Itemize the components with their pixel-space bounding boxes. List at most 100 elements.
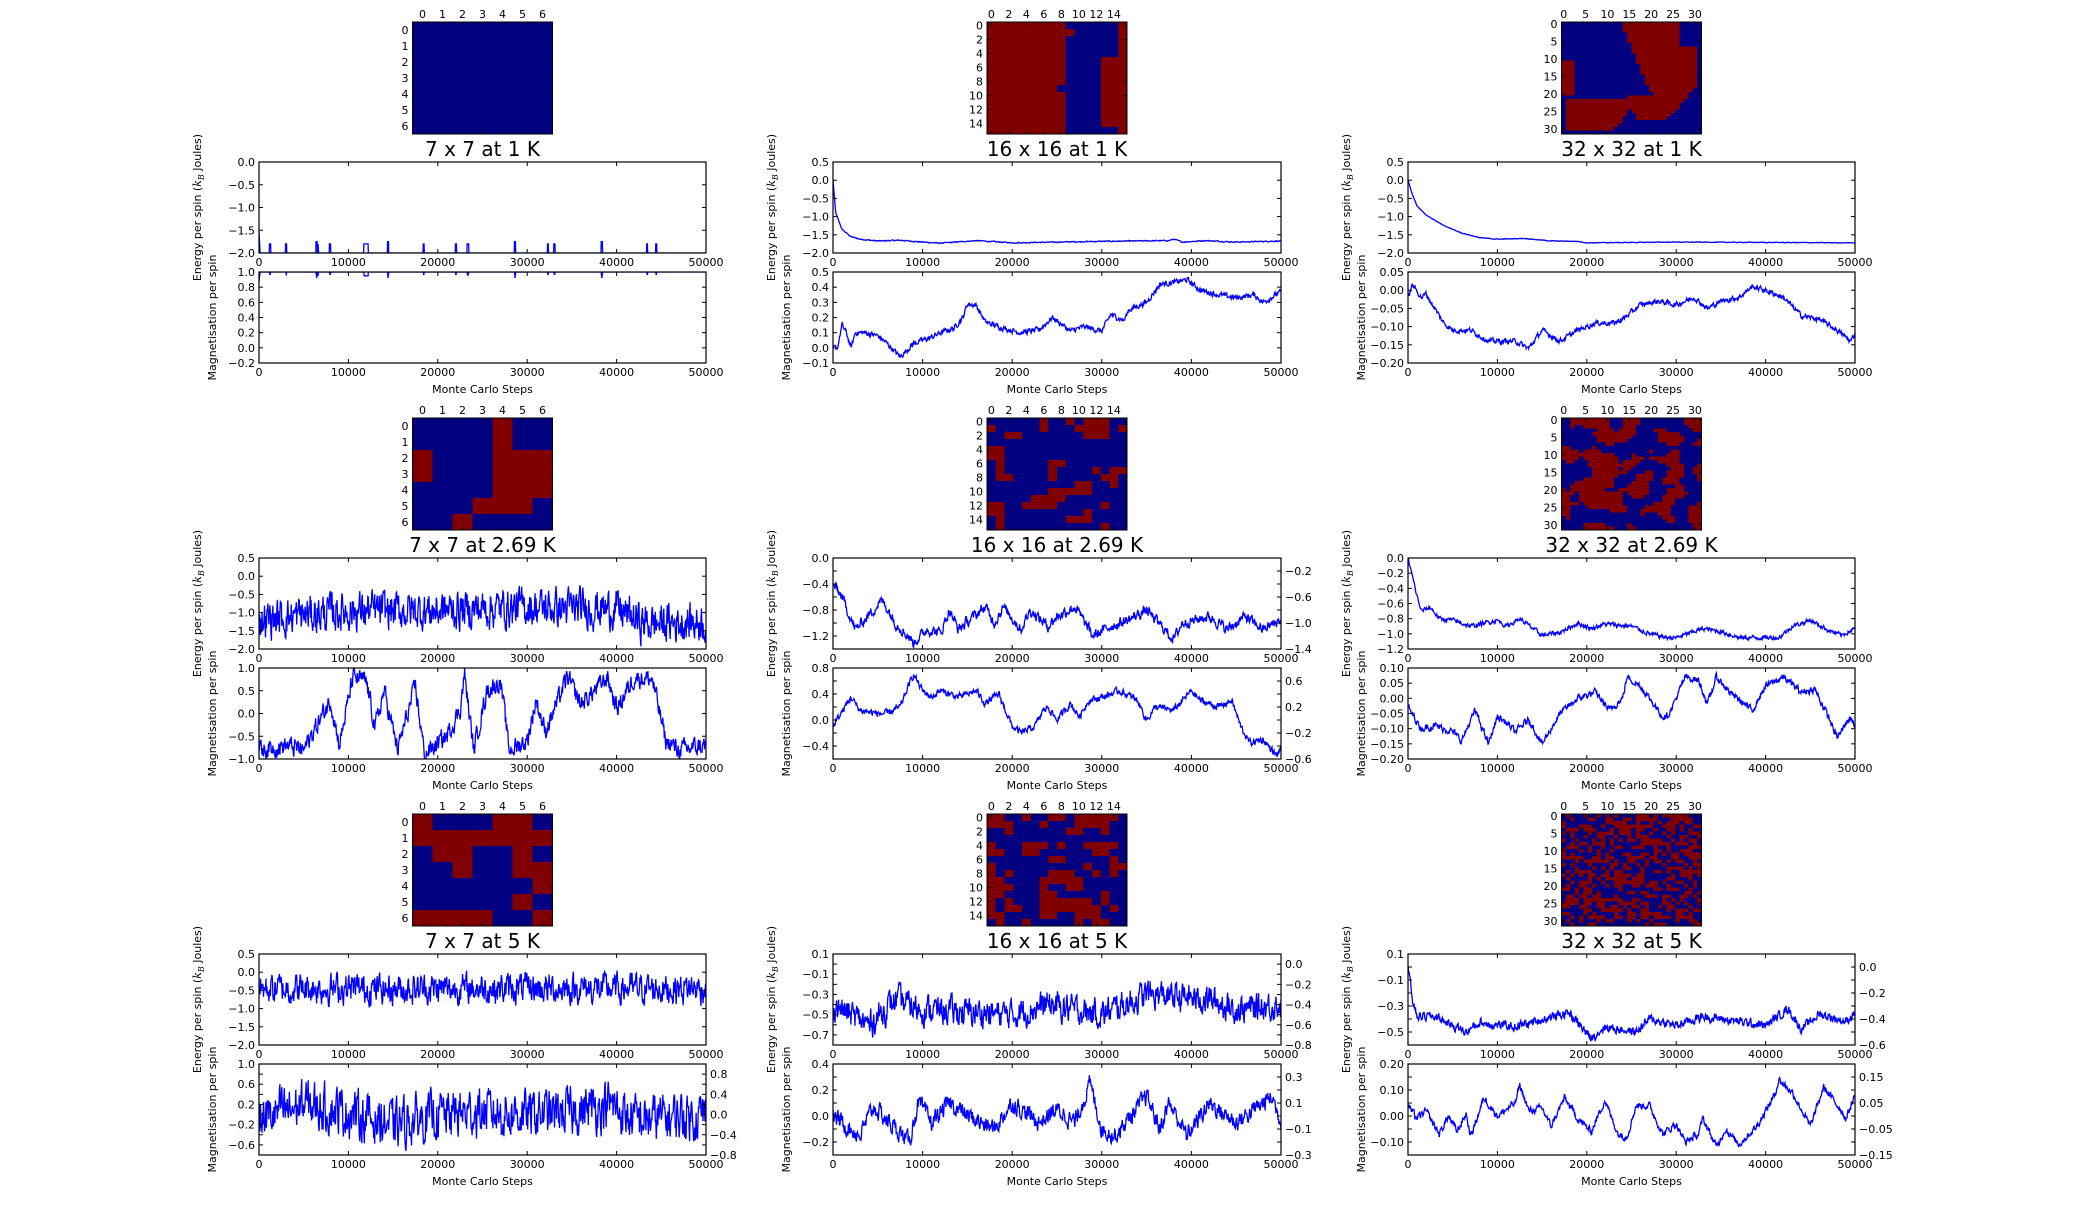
spin-down-cell bbox=[1118, 828, 1128, 836]
heatmap-x-tick-label: 4 bbox=[499, 800, 506, 813]
spin-up-cell bbox=[1688, 838, 1694, 843]
spin-up-cell bbox=[995, 71, 1005, 79]
spin-down-cell bbox=[1670, 901, 1676, 906]
spin-up-cell bbox=[1662, 428, 1667, 433]
spin-up-cell bbox=[1640, 113, 1646, 117]
spin-up-cell bbox=[1074, 821, 1084, 829]
spin-down-cell bbox=[1614, 418, 1619, 422]
spin-up-cell bbox=[1644, 894, 1650, 899]
spin-up-cell bbox=[1622, 821, 1628, 825]
spin-up-cell bbox=[1675, 25, 1681, 30]
spin-down-cell bbox=[1030, 835, 1040, 843]
spin-up-cell bbox=[1039, 120, 1049, 128]
y-tick-label: −0.5 bbox=[1377, 192, 1404, 205]
spin-down-cell bbox=[1574, 863, 1580, 867]
energy-label-k: k bbox=[1340, 180, 1353, 187]
spin-down-cell bbox=[1118, 856, 1128, 864]
spin-down-cell bbox=[1618, 474, 1624, 478]
heatmap-x-tick-label: 3 bbox=[479, 404, 486, 417]
spin-down-cell bbox=[1627, 505, 1632, 510]
spin-down-cell bbox=[1618, 130, 1624, 135]
spin-up-cell bbox=[1574, 859, 1580, 864]
spin-up-cell bbox=[1570, 109, 1576, 114]
spin-up-cell bbox=[1692, 856, 1698, 860]
spin-down-cell bbox=[1684, 488, 1689, 492]
spin-up-cell bbox=[1675, 46, 1681, 51]
spin-down-cell bbox=[1688, 102, 1694, 107]
spin-down-cell bbox=[1675, 898, 1681, 902]
spin-down-cell bbox=[1109, 460, 1119, 468]
spin-down-cell bbox=[1579, 526, 1584, 531]
magnetisation-y-axis-label: Magnetisation per spin bbox=[780, 255, 793, 381]
spin-up-cell bbox=[1596, 421, 1602, 426]
y-tick-label: −0.20 bbox=[1370, 753, 1404, 766]
spin-up-cell bbox=[1004, 36, 1014, 44]
spin-down-cell bbox=[1039, 453, 1049, 461]
spin-up-cell bbox=[1596, 491, 1602, 496]
spin-down-cell bbox=[1631, 123, 1637, 128]
spin-up-cell bbox=[1579, 870, 1584, 874]
spin-up-cell bbox=[1679, 814, 1685, 818]
spin-up-cell bbox=[1679, 88, 1685, 93]
heatmap-y-tick-label: 3 bbox=[402, 72, 409, 85]
spin-down-cell bbox=[1627, 60, 1632, 65]
spin-down-cell bbox=[1635, 81, 1641, 86]
spin-down-cell bbox=[1083, 50, 1093, 58]
spin-down-cell bbox=[1631, 863, 1637, 867]
spin-down-cell bbox=[1697, 877, 1702, 881]
spin-down-cell bbox=[1631, 57, 1637, 61]
spin-down-cell bbox=[1614, 488, 1619, 492]
panel-title: 16 x 16 at 5 K bbox=[987, 929, 1128, 953]
spin-down-cell bbox=[1644, 519, 1650, 524]
spin-up-cell bbox=[1592, 477, 1597, 482]
spin-down-cell bbox=[1688, 495, 1694, 499]
spin-up-cell bbox=[1640, 509, 1646, 513]
spin-down-cell bbox=[1109, 432, 1119, 440]
spin-up-cell bbox=[1666, 828, 1672, 832]
spin-up-cell bbox=[1609, 127, 1615, 131]
spin-up-cell bbox=[1074, 919, 1084, 927]
spin-down-cell bbox=[1614, 453, 1619, 457]
spin-up-cell bbox=[1587, 849, 1593, 853]
spin-up-cell bbox=[1587, 123, 1593, 128]
spin-down-cell bbox=[1631, 92, 1637, 96]
magnetisation-y-axis-label: Magnetisation per spin bbox=[206, 255, 219, 381]
spin-down-cell bbox=[1092, 92, 1102, 100]
spin-down-cell bbox=[1565, 46, 1571, 51]
y-tick-label: 0.8 bbox=[710, 1068, 728, 1081]
spin-up-cell bbox=[1600, 123, 1606, 128]
spin-up-cell bbox=[1592, 898, 1597, 902]
spin-up-cell bbox=[1670, 898, 1676, 902]
spin-up-cell bbox=[1022, 127, 1032, 135]
spin-up-cell bbox=[1697, 428, 1702, 433]
spin-down-cell bbox=[1609, 446, 1615, 450]
spin-down-cell bbox=[1618, 92, 1624, 96]
spin-up-cell bbox=[1675, 495, 1681, 499]
spin-down-cell bbox=[1574, 446, 1580, 450]
spin-down-cell bbox=[1635, 849, 1641, 853]
spin-down-cell bbox=[1679, 884, 1685, 888]
spin-down-cell bbox=[1092, 99, 1102, 107]
x-tick-label: 30000 bbox=[1084, 762, 1119, 775]
spin-up-cell bbox=[1653, 894, 1659, 899]
spin-up-cell bbox=[1644, 470, 1650, 475]
spin-down-cell bbox=[1662, 463, 1667, 468]
spin-up-cell bbox=[1605, 435, 1611, 440]
spin-down-cell bbox=[1570, 481, 1576, 485]
spin-up-cell bbox=[1666, 894, 1672, 899]
spin-down-cell bbox=[1570, 446, 1576, 450]
spin-down-cell bbox=[412, 894, 433, 911]
y-tick-label: 0.05 bbox=[1380, 266, 1405, 279]
spin-up-cell bbox=[1092, 849, 1102, 857]
spin-down-cell bbox=[1074, 467, 1084, 475]
spin-up-cell bbox=[1109, 856, 1119, 864]
spin-up-cell bbox=[1570, 502, 1576, 506]
spin-down-cell bbox=[1587, 67, 1593, 72]
spin-down-cell bbox=[1649, 439, 1654, 443]
spin-up-cell bbox=[1605, 873, 1611, 878]
spin-up-cell bbox=[1587, 488, 1593, 492]
spin-up-cell bbox=[1657, 85, 1663, 89]
spin-up-cell bbox=[1579, 99, 1584, 103]
y-tick-label: −0.8 bbox=[1377, 613, 1404, 626]
heatmap-y-tick-label: 0 bbox=[402, 24, 409, 37]
